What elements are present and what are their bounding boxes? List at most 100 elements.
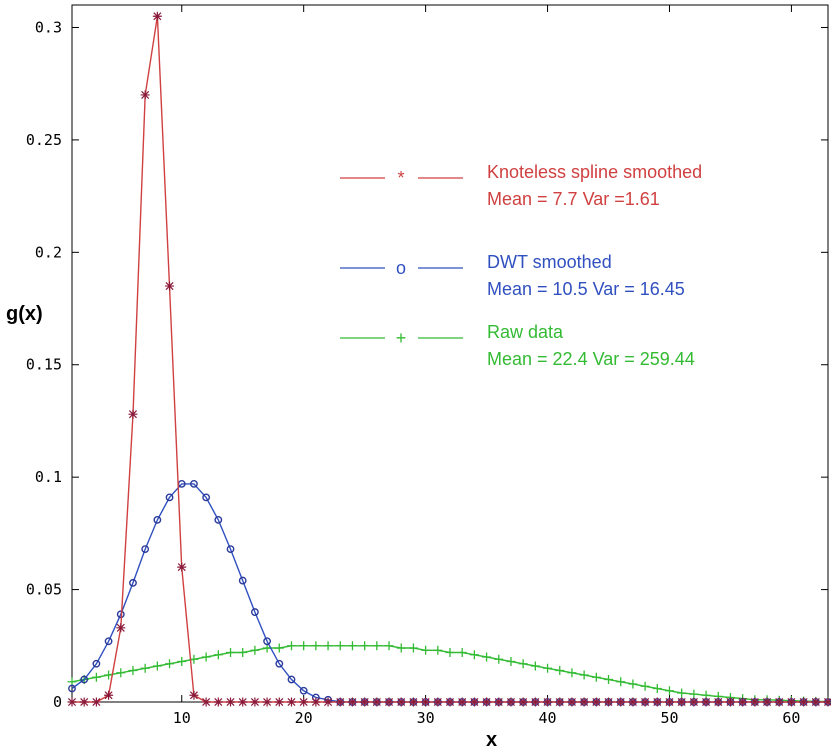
legend-stats: Mean = 10.5 Var = 16.45 — [487, 279, 685, 299]
data-point — [214, 515, 223, 524]
data-point — [384, 641, 394, 651]
y-tick-label: 0.2 — [35, 243, 62, 261]
data-point — [299, 697, 309, 707]
data-point — [372, 641, 382, 651]
data-point — [421, 697, 431, 707]
data-point — [311, 641, 321, 651]
data-point — [616, 697, 626, 707]
data-point — [518, 697, 528, 707]
data-point — [323, 641, 333, 651]
data-point — [482, 697, 492, 707]
data-point — [774, 697, 784, 707]
data-point — [311, 697, 321, 707]
data-point — [347, 641, 357, 651]
data-point — [177, 657, 187, 667]
data-point — [128, 666, 138, 676]
data-point — [274, 643, 284, 653]
data-point — [664, 697, 674, 707]
y-tick-label: 0.1 — [35, 468, 62, 486]
data-point — [396, 697, 406, 707]
data-point — [91, 697, 101, 707]
data-point — [91, 672, 101, 682]
data-point — [189, 690, 199, 700]
data-point — [518, 659, 528, 669]
data-point — [750, 697, 760, 707]
data-point — [543, 697, 553, 707]
data-point — [725, 697, 735, 707]
data-point — [104, 690, 114, 700]
data-point — [360, 697, 370, 707]
data-point — [79, 697, 89, 707]
data-point — [408, 697, 418, 707]
data-point — [360, 641, 370, 651]
legend-entry-0: * Knoteless spline smoothed Mean = 7.7 Var… — [340, 162, 702, 209]
data-point — [250, 645, 260, 655]
y-tick-label: 0.05 — [26, 581, 62, 599]
data-point — [591, 697, 601, 707]
data-point — [141, 545, 150, 554]
data-point — [494, 654, 504, 664]
data-point — [92, 659, 101, 668]
data-point — [347, 697, 357, 707]
x-tick-label: 50 — [660, 709, 678, 727]
data-point — [263, 637, 271, 646]
data-point — [226, 697, 236, 707]
data-point — [555, 697, 565, 707]
x-axis-label: x — [486, 729, 497, 751]
data-point — [226, 545, 235, 554]
series-0 — [67, 11, 831, 707]
data-point — [323, 697, 333, 707]
data-point — [530, 697, 540, 707]
data-point — [786, 697, 796, 707]
data-point — [506, 657, 516, 667]
data-point — [201, 652, 211, 662]
data-point — [421, 645, 431, 655]
x-tick-label: 10 — [173, 709, 191, 727]
data-point — [165, 493, 174, 502]
data-point — [274, 697, 284, 707]
data-point — [238, 648, 248, 658]
data-point — [165, 659, 175, 669]
data-point — [591, 672, 601, 682]
data-point — [299, 641, 309, 651]
data-point — [165, 281, 175, 291]
data-point — [262, 697, 272, 707]
data-point — [457, 648, 467, 658]
data-point — [140, 90, 150, 100]
data-point — [129, 578, 137, 587]
data-point — [286, 641, 296, 651]
data-point — [104, 637, 113, 646]
data-point — [628, 697, 638, 707]
data-point — [408, 643, 418, 653]
data-point — [677, 688, 687, 698]
x-tick-label: 20 — [295, 709, 313, 727]
legend-entry-1: o DWT smoothed Mean = 10.5 Var = 16.45 — [340, 252, 685, 299]
data-point — [68, 684, 76, 693]
data-point — [469, 697, 479, 707]
legend-label: Raw data — [487, 322, 564, 342]
legend-marker: * — [397, 168, 404, 188]
data-point — [286, 697, 296, 707]
x-tick-label: 30 — [417, 709, 435, 727]
legend-stats: Mean = 22.4 Var = 259.44 — [487, 349, 695, 369]
data-point — [616, 677, 626, 687]
data-point — [335, 641, 345, 651]
data-point — [238, 576, 247, 585]
data-point — [152, 661, 162, 671]
y-axis-ticks: 0 0.05 0.1 0.15 0.2 0.25 0.3 — [26, 18, 828, 711]
data-point — [116, 668, 126, 678]
data-point — [482, 652, 492, 662]
y-axis-label: g(x) — [6, 303, 43, 325]
x-tick-label: 40 — [539, 709, 557, 727]
data-point — [457, 697, 467, 707]
data-point — [713, 697, 723, 707]
data-point — [433, 697, 443, 707]
data-point — [604, 697, 614, 707]
data-point — [251, 608, 259, 616]
plot-area-frame — [71, 4, 829, 703]
data-point — [202, 493, 211, 502]
data-point — [445, 697, 455, 707]
data-point — [213, 697, 223, 707]
data-point — [275, 659, 284, 668]
